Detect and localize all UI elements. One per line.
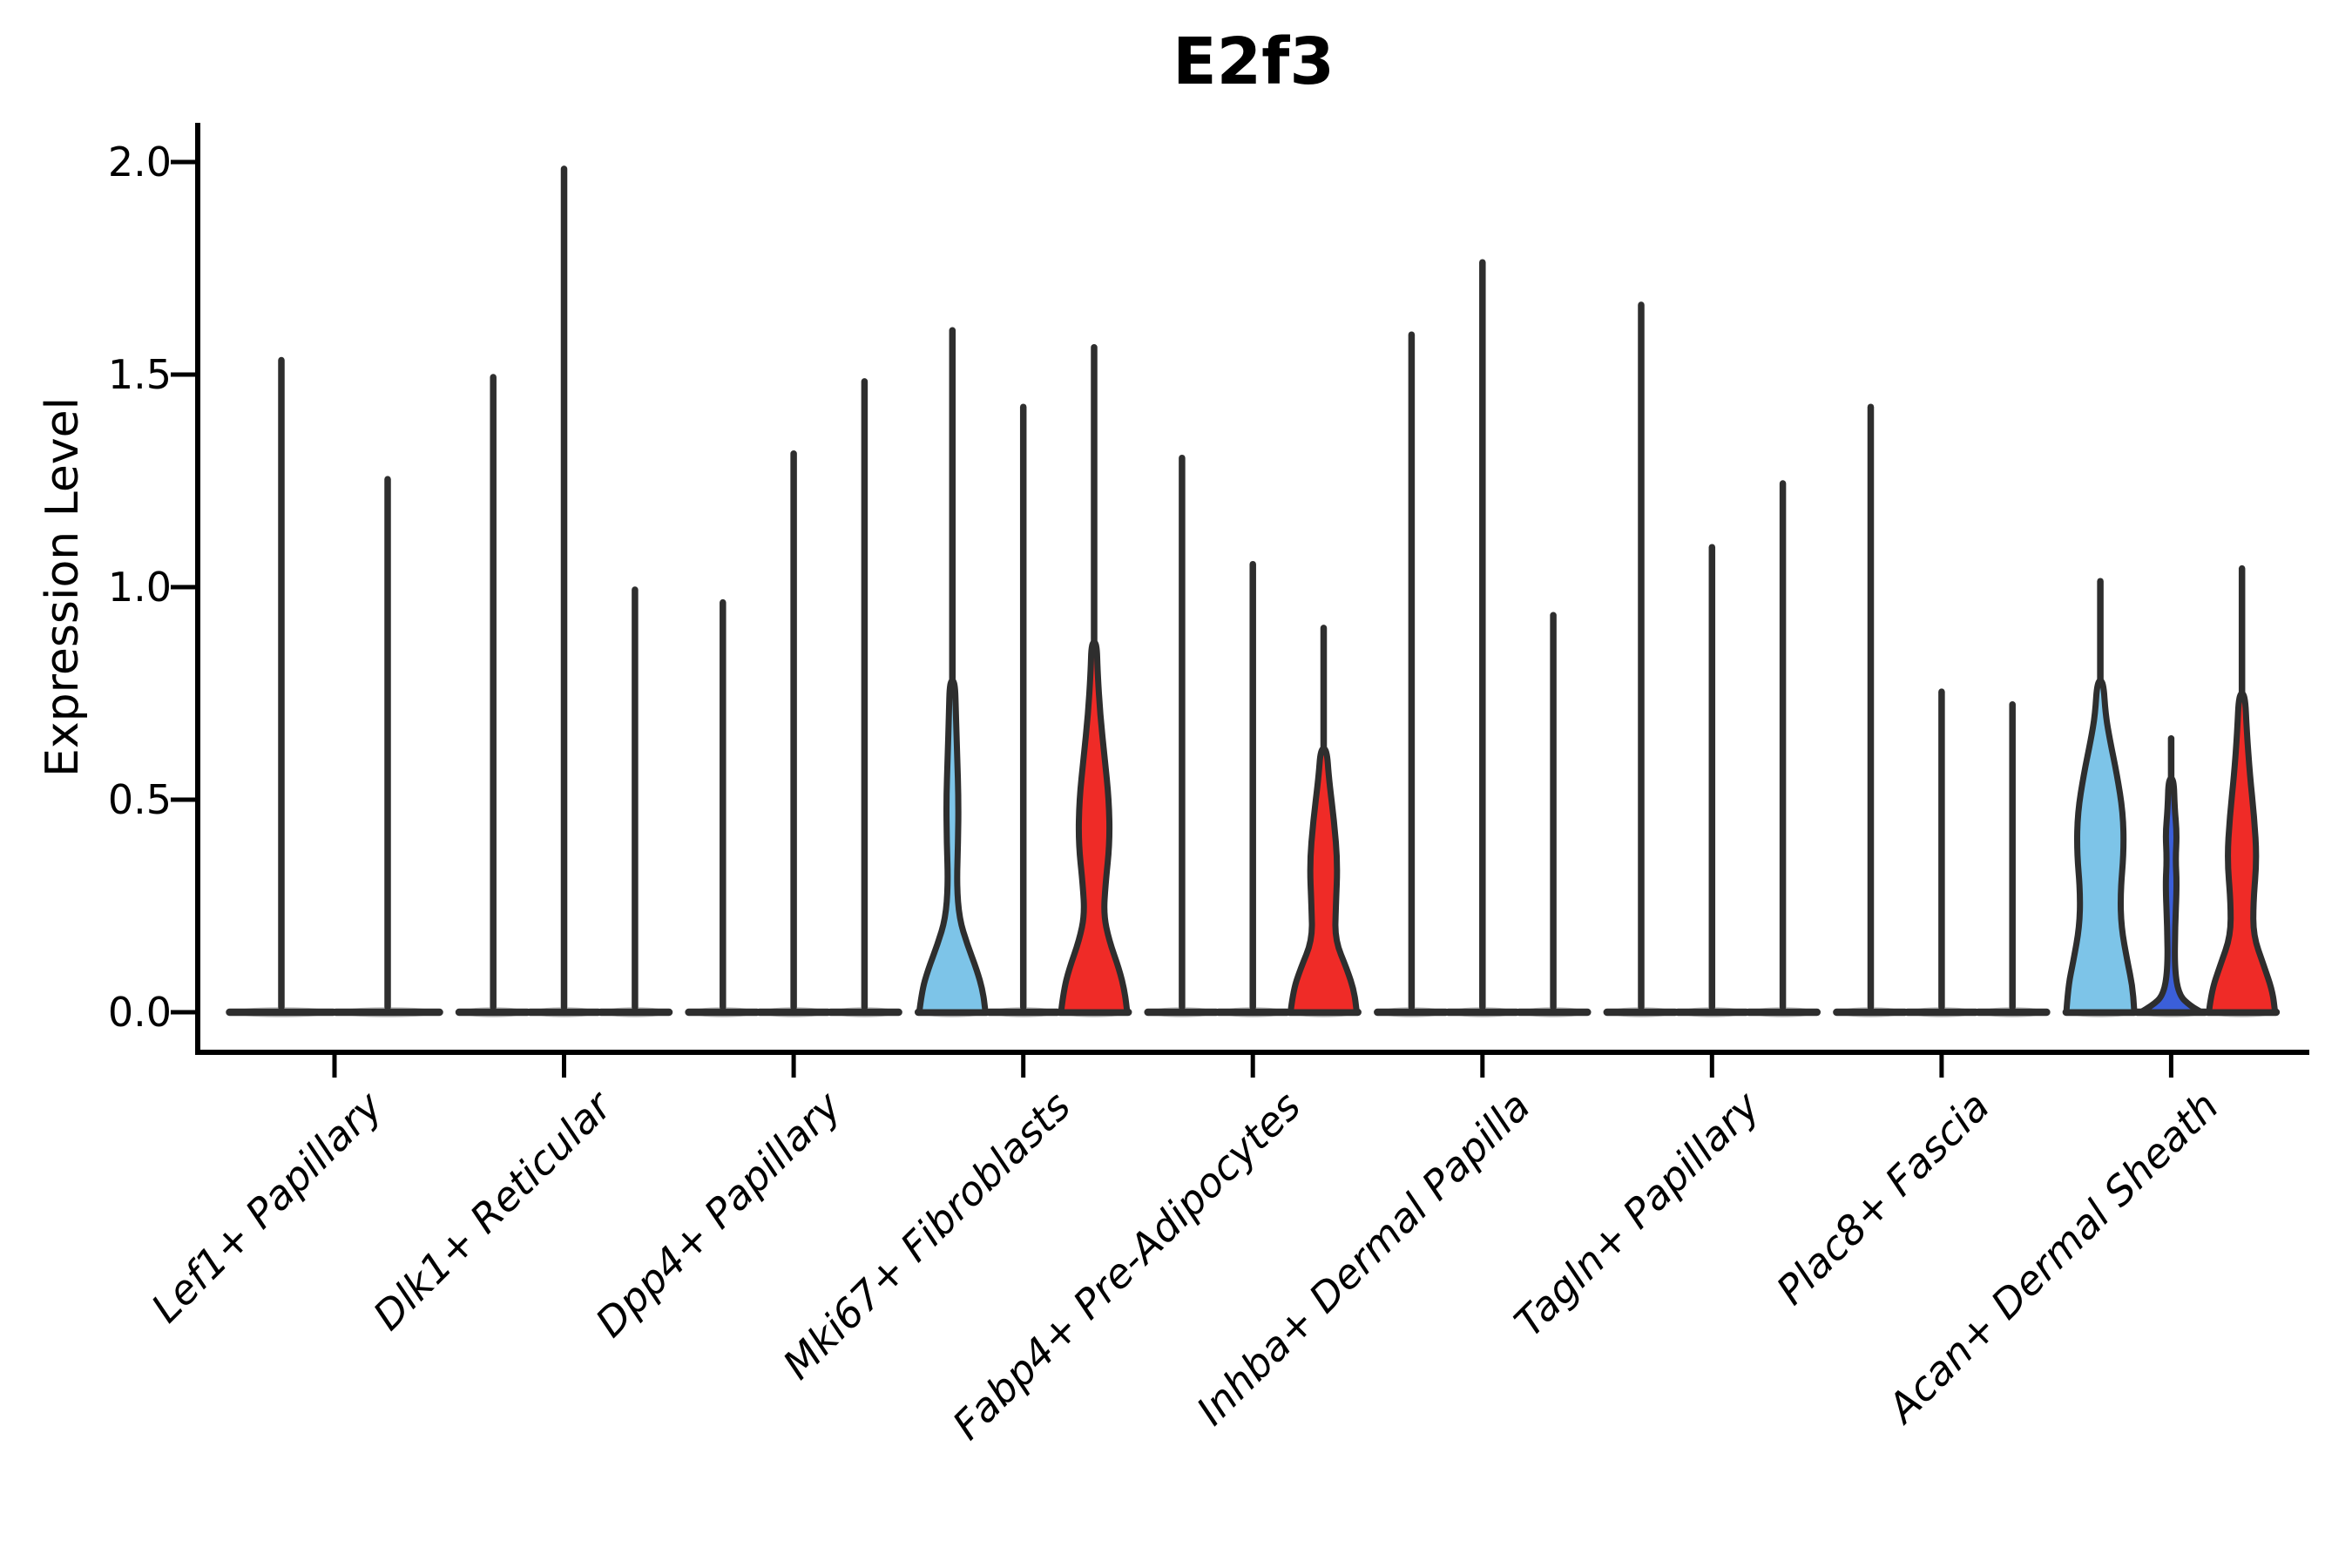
y-tick-label: 0.5 xyxy=(107,776,172,823)
violin-body xyxy=(2137,775,2205,1016)
violin-body xyxy=(1058,639,1131,1016)
violin-body xyxy=(1288,745,1360,1016)
violin-body xyxy=(2206,690,2279,1016)
y-tick-label: 0.0 xyxy=(107,989,172,1036)
y-tick-label: 1.0 xyxy=(107,564,172,611)
y-tick-label: 2.0 xyxy=(107,139,172,186)
y-axis-label: Expression Level xyxy=(37,396,89,778)
chart-title: E2f3 xyxy=(1173,24,1335,99)
y-tick-label: 1.5 xyxy=(107,351,172,398)
violin-body xyxy=(2063,677,2138,1016)
violin-body xyxy=(916,677,989,1016)
